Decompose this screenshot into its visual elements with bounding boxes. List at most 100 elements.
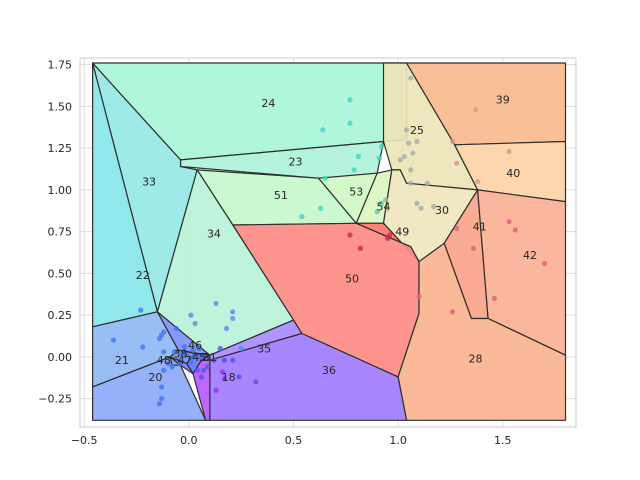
scatter-point (351, 167, 357, 173)
scatter-point (156, 335, 163, 342)
axes-frame (79, 57, 577, 428)
scatter-point (230, 309, 236, 315)
scatter-point (347, 97, 353, 103)
scatter-point (221, 357, 228, 363)
cell-label-18: 18 (222, 371, 236, 384)
cell-label-36: 36 (322, 364, 336, 377)
scatter-point (424, 180, 431, 186)
cell-label-30: 30 (435, 204, 449, 217)
cell-label-20: 20 (148, 371, 162, 384)
scatter-point (414, 138, 420, 145)
cell-label-51: 51 (274, 189, 288, 202)
scatter-point (156, 401, 163, 407)
scatter-point (213, 387, 219, 393)
scatter-point (253, 379, 259, 385)
y-tick-label: 1.50 (48, 100, 73, 113)
scatter-point (213, 300, 219, 307)
cell-label-49: 49 (395, 226, 409, 239)
scatter-point (223, 325, 230, 332)
scatter-point (198, 374, 204, 380)
scatter-point (173, 325, 179, 332)
scatter-point (169, 364, 175, 370)
scatter-point (418, 205, 424, 211)
x-tick-label: 1.0 (389, 434, 407, 447)
cell-label-47: 47 (178, 354, 192, 367)
scatter-point (159, 384, 165, 390)
regions-layer (91, 62, 567, 421)
scatter-point (347, 120, 353, 126)
voronoi-cell-28 (397, 242, 567, 421)
scatter-point (171, 349, 177, 355)
y-tick-label: 0.25 (48, 309, 73, 322)
scatter-point (299, 214, 305, 220)
scatter-point (410, 150, 416, 156)
cell-label-31: 31 (203, 351, 217, 364)
y-tick-label: 1.25 (48, 142, 73, 155)
scatter-point (161, 349, 167, 355)
scatter-point (322, 175, 328, 181)
cell-label-33: 33 (142, 176, 156, 189)
scatter-point (355, 153, 361, 160)
cell-label-28: 28 (469, 353, 483, 366)
scatter-point (177, 360, 184, 367)
cell-label-54: 54 (376, 201, 390, 214)
scatter-point (159, 396, 165, 402)
scatter-point (194, 367, 200, 373)
x-axis-ticks: −0.5 0.0 0.5 1.0 1.5 (71, 434, 512, 447)
scatter-point (506, 219, 512, 225)
y-axis-ticks: −0.25 0.00 0.25 0.50 0.75 1.00 1.25 1.50 1.75 (38, 59, 72, 406)
scatter-point (190, 354, 196, 360)
scatter-point (491, 295, 497, 302)
scatter-point (449, 138, 456, 145)
scatter-point (230, 357, 236, 363)
cell-label-50: 50 (345, 272, 359, 285)
y-tick-label: 0.75 (48, 226, 73, 239)
y-tick-label: 0.50 (48, 267, 73, 280)
scatter-point (190, 347, 196, 353)
x-tick-label: −0.5 (71, 434, 98, 447)
scatter-point (472, 107, 479, 113)
cell-label-45: 45 (192, 351, 206, 364)
scatter-point (408, 75, 414, 81)
scatter-point (198, 354, 204, 360)
scatter-point (165, 360, 171, 367)
cell-labels-layer: 24 39 25 40 23 33 51 53 54 30 41 42 49 50 28 34 22 35 36 21… (115, 94, 537, 384)
cell-label-48: 48 (157, 354, 171, 367)
voronoi-cell-36 (209, 332, 408, 421)
scatter-point (376, 155, 382, 161)
y-tick-label: −0.25 (38, 393, 72, 406)
scatter-point (211, 357, 217, 363)
scatter-point (454, 225, 460, 231)
y-tick-label: 1.00 (48, 184, 73, 197)
scatter-point (161, 367, 167, 373)
scatter-point (431, 204, 437, 210)
cell-label-21: 21 (115, 354, 129, 367)
cell-label-53: 53 (349, 186, 363, 199)
scatter-point (320, 127, 326, 133)
voronoi-cell-31 (200, 354, 211, 361)
scatter-point (357, 245, 364, 251)
voronoi-cell-48 (169, 356, 182, 366)
x-tick-label: 0.5 (285, 434, 303, 447)
scatter-point (138, 307, 144, 313)
scatter-point (512, 227, 518, 233)
scatter-point (403, 127, 410, 133)
scatter-point (542, 260, 548, 266)
x-tick-label: 0.0 (180, 434, 198, 447)
scatter-point (192, 320, 198, 327)
cell-label-24: 24 (261, 97, 275, 110)
cell-label-38: 38 (173, 348, 187, 361)
scatter-point (374, 209, 380, 215)
scatter-point (205, 364, 211, 370)
scatter-point (196, 345, 202, 352)
cell-label-23: 23 (289, 156, 303, 169)
scatter-point (188, 312, 194, 318)
scatter-point (405, 140, 412, 146)
cell-label-22: 22 (136, 269, 150, 282)
scatter-point (219, 369, 225, 375)
cell-label-40: 40 (506, 167, 520, 180)
scatter-point (414, 200, 420, 206)
scatter-point (397, 157, 403, 163)
scatter-point (470, 245, 477, 251)
